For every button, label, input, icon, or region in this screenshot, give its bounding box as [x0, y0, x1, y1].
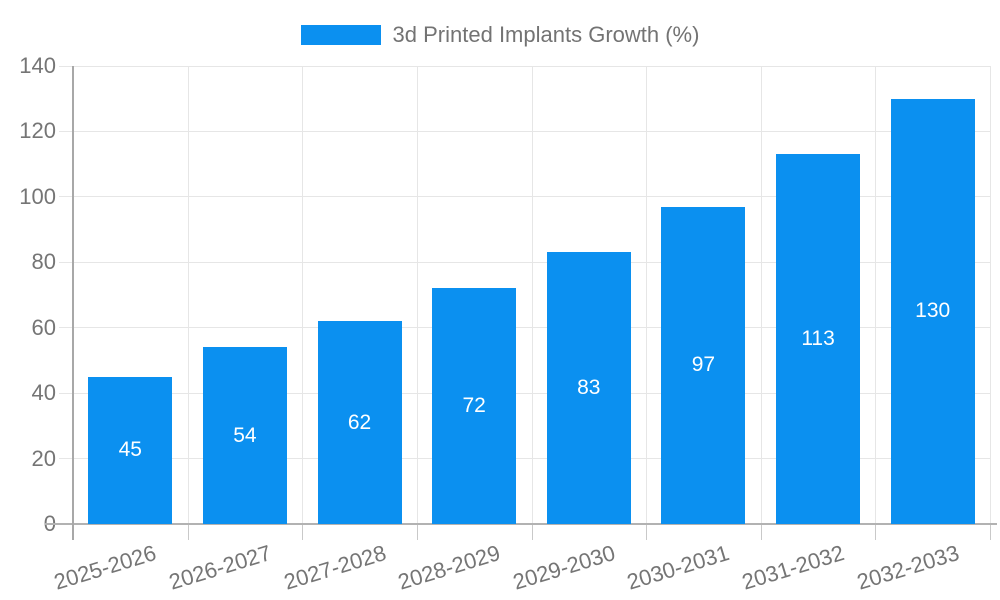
- x-axis-label: 2031-2032: [739, 540, 848, 595]
- y-axis-tick-label: 80: [31, 249, 56, 275]
- x-axis-label: 2028-2029: [395, 540, 504, 595]
- y-gridline: [59, 392, 990, 394]
- bar[interactable]: [776, 154, 861, 524]
- bar-value-label: 45: [118, 438, 142, 462]
- plot-vertical-gridline: [875, 66, 877, 524]
- x-axis-label: 2029-2030: [509, 540, 618, 595]
- legend-swatch: [300, 25, 381, 45]
- x-axis-tick: [760, 524, 762, 540]
- plot-vertical-gridline: [760, 66, 762, 524]
- bar-value-label: 62: [347, 410, 372, 434]
- x-axis-tick: [875, 524, 877, 540]
- bar[interactable]: [661, 206, 746, 524]
- x-axis-label: 2032-2033: [853, 540, 962, 595]
- y-gridline: [59, 130, 990, 132]
- plot-vertical-gridline: [187, 66, 189, 524]
- x-axis-label: 2025-2026: [51, 540, 160, 595]
- y-axis-tick-label: 40: [31, 380, 56, 406]
- x-axis-tick: [990, 524, 991, 540]
- bar[interactable]: [546, 252, 631, 524]
- legend-label: 3d Printed Implants Growth (%): [392, 22, 700, 47]
- x-axis-tick: [187, 524, 189, 540]
- plot-vertical-gridline: [990, 66, 991, 524]
- y-gridline: [59, 327, 990, 329]
- x-axis-label: 2027-2028: [280, 540, 389, 595]
- bar[interactable]: [317, 321, 402, 524]
- bar-value-label: 72: [462, 394, 486, 418]
- x-axis-tick: [646, 524, 648, 540]
- y-gridline: [59, 196, 990, 198]
- bar[interactable]: [202, 347, 287, 524]
- y-gridline: [59, 261, 990, 263]
- plot-vertical-gridline: [531, 66, 533, 524]
- y-axis-tick-label: 120: [19, 118, 56, 144]
- bar-value-label: 97: [691, 353, 716, 377]
- plot-vertical-gridline: [646, 66, 648, 524]
- plot-vertical-gridline: [302, 66, 304, 524]
- plot-vertical-gridline: [416, 66, 418, 524]
- x-axis-tick: [416, 524, 418, 540]
- y-axis-tick-label: 60: [31, 314, 56, 340]
- legend[interactable]: 3d Printed Implants Growth (%): [0, 22, 1000, 48]
- y-axis-tick-label: 20: [31, 445, 56, 471]
- bar-value-label: 113: [801, 327, 835, 351]
- x-axis-tick: [531, 524, 533, 540]
- y-axis-tick-label: 140: [19, 53, 56, 78]
- x-axis-label: 2030-2031: [624, 540, 733, 595]
- x-axis-line: [45, 523, 997, 525]
- bar[interactable]: [890, 98, 975, 524]
- bar-value-label: 130: [915, 299, 951, 323]
- bar[interactable]: [88, 376, 173, 524]
- bar-value-label: 83: [577, 376, 601, 400]
- bar[interactable]: [432, 288, 517, 524]
- y-axis-tick-label: 100: [19, 183, 56, 209]
- y-axis-line: [72, 66, 74, 540]
- x-axis-label: 2026-2027: [166, 540, 274, 595]
- bar-value-label: 54: [233, 423, 257, 447]
- y-gridline: [59, 458, 990, 460]
- x-axis-tick: [302, 524, 304, 540]
- y-gridline: [59, 65, 990, 67]
